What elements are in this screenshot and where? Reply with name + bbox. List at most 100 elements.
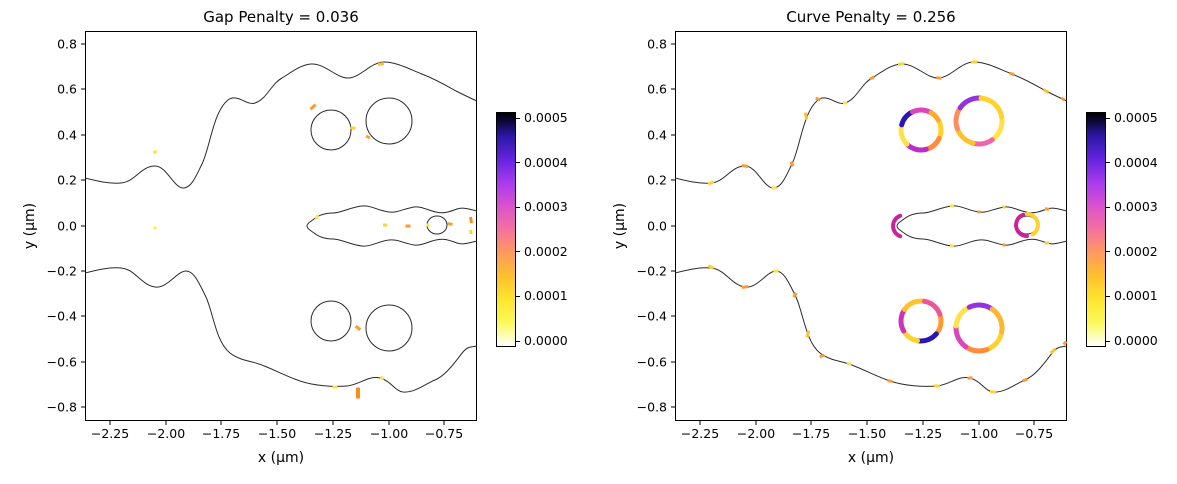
penalty-spot bbox=[1009, 71, 1015, 77]
penalty-ring-segment bbox=[898, 122, 910, 147]
penalty-spot bbox=[989, 390, 997, 394]
colorbar-tick-label: 0.0000 bbox=[524, 333, 568, 348]
gap-penalty-axes: −2.25 −2.00 −1.75 −1.50 −1.25 −1.00 −0.75 0.8 0.… bbox=[47, 31, 477, 441]
penalty-ring-segment bbox=[978, 95, 1005, 120]
colorbar-tick-mark bbox=[1106, 206, 1110, 208]
gap-penalty-x-axis-label: x (μm) bbox=[257, 450, 305, 466]
y-tick-label: 0.6 bbox=[647, 82, 667, 97]
gap-penalty-colorbar: 0.0000 0.0001 0.0002 0.0003 0.0004 0.0005 bbox=[496, 110, 568, 348]
colorbar-tick-mark bbox=[516, 295, 520, 297]
y-tick-label: −0.4 bbox=[47, 309, 77, 324]
colorbar-tick-mark bbox=[1106, 117, 1110, 119]
colorbar-tick-mark bbox=[516, 251, 520, 253]
penalty-spot bbox=[897, 62, 905, 66]
x-tick-label: −2.00 bbox=[147, 426, 185, 441]
penalty-spot bbox=[309, 103, 317, 111]
colorbar-gradient bbox=[1086, 112, 1106, 347]
curve-penalty-axes: −2.25 −2.00 −1.75 −1.50 −1.25 −1.00 −0.75 0.8 0.… bbox=[637, 31, 1067, 441]
top-boundary bbox=[675, 61, 1067, 189]
colorbar-gradient bbox=[496, 112, 516, 347]
penalty-ring-segment bbox=[935, 117, 944, 141]
penalty-ring-segment bbox=[953, 105, 963, 132]
colorbar-tick-label: 0.0003 bbox=[524, 199, 568, 215]
y-tick-label: 0.2 bbox=[647, 173, 667, 188]
colorbar-tick-label: 0.0003 bbox=[1114, 199, 1158, 215]
colorbar-tick-mark bbox=[1106, 295, 1110, 297]
penalty-ring-segment bbox=[928, 110, 941, 123]
penalty-spot bbox=[365, 134, 371, 140]
penalty-spot bbox=[805, 330, 811, 338]
penalty-spot bbox=[1060, 96, 1066, 102]
penalty-spot bbox=[1022, 377, 1028, 383]
hole-circle bbox=[365, 97, 413, 145]
colorbar-tick-label: 0.0004 bbox=[1114, 154, 1158, 170]
penalty-spot bbox=[819, 353, 825, 359]
penalty-ring-segment bbox=[904, 141, 929, 153]
bottom-boundary bbox=[85, 267, 477, 393]
island-ellipse bbox=[426, 215, 448, 235]
plot-area bbox=[85, 61, 477, 399]
penalty-spot bbox=[314, 214, 320, 220]
y-tick-label: −0.6 bbox=[637, 355, 667, 370]
penalty-spot bbox=[741, 164, 749, 168]
hole-circle bbox=[310, 300, 352, 342]
y-tick-label: 0.0 bbox=[57, 219, 77, 234]
penalty-spot bbox=[936, 76, 942, 80]
penalty-ring-segment bbox=[966, 302, 995, 312]
x-tick-label: −1.75 bbox=[202, 426, 240, 441]
penalty-ring-segment bbox=[989, 306, 1005, 335]
colorbar-tick-label: 0.0005 bbox=[524, 110, 568, 125]
center-channel bbox=[896, 205, 1067, 247]
penalty-ring-segment bbox=[957, 95, 984, 111]
y-tick-label: 0.4 bbox=[647, 128, 667, 143]
penalty-ring-segment bbox=[984, 329, 1005, 353]
penalty-spot bbox=[789, 161, 795, 167]
colorbar-tick-mark bbox=[516, 206, 520, 208]
y-tick-label: −0.2 bbox=[47, 264, 77, 279]
colorbar-tick-label: 0.0002 bbox=[1114, 243, 1158, 259]
y-tick-label: −0.4 bbox=[637, 309, 667, 324]
penalty-ring-segment bbox=[891, 213, 903, 239]
curve-penalty-colorbar: 0.0000 0.0001 0.0002 0.0003 0.0004 0.0005 bbox=[1086, 110, 1158, 348]
penalty-ring-segment bbox=[1025, 212, 1040, 237]
penalty-spot bbox=[707, 180, 715, 186]
penalty-spot bbox=[967, 376, 973, 380]
center-channel bbox=[306, 205, 477, 247]
penalty-ring-segment bbox=[970, 137, 995, 147]
x-tick-label: −1.00 bbox=[370, 426, 408, 441]
colorbar-tick-mark bbox=[1106, 162, 1110, 164]
y-tick-label: 0.6 bbox=[57, 82, 77, 97]
curve-penalty-y-axis-label: y (μm) bbox=[612, 202, 628, 250]
curve-penalty-title: Curve Penalty = 0.256 bbox=[786, 8, 956, 26]
x-tick-label: −1.25 bbox=[314, 426, 352, 441]
penalty-ring-segment bbox=[910, 107, 934, 116]
penalty-spot bbox=[1044, 241, 1050, 245]
penalty-ring-segment bbox=[953, 304, 972, 329]
penalty-spot bbox=[377, 62, 385, 66]
x-tick-label: −2.25 bbox=[681, 426, 719, 441]
x-tick-label: −1.75 bbox=[792, 426, 830, 441]
y-tick-label: 0.2 bbox=[57, 173, 77, 188]
y-tick-label: −0.8 bbox=[47, 400, 77, 415]
penalty-ring-segment bbox=[954, 126, 976, 146]
y-tick-label: −0.8 bbox=[637, 400, 667, 415]
y-tick-label: −0.6 bbox=[47, 355, 77, 370]
penalty-spot bbox=[469, 216, 473, 224]
plot-area bbox=[675, 60, 1067, 394]
bottom-boundary bbox=[675, 267, 1067, 393]
penalty-ring-segment bbox=[963, 344, 990, 354]
penalty-spot bbox=[803, 112, 809, 120]
penalty-spot bbox=[792, 292, 798, 298]
colorbar-tick-label: 0.0001 bbox=[524, 288, 568, 304]
colorbar-tick-mark bbox=[516, 340, 520, 342]
penalty-ring-segment bbox=[915, 331, 939, 344]
colorbar-tick-label: 0.0005 bbox=[1114, 110, 1158, 125]
x-tick-label: −1.00 bbox=[960, 426, 998, 441]
penalty-spot bbox=[869, 75, 875, 81]
penalty-spot bbox=[379, 375, 385, 381]
colorbar-tick-mark bbox=[516, 117, 520, 119]
penalty-spot bbox=[846, 362, 852, 366]
y-tick-label: 0.8 bbox=[57, 37, 77, 52]
y-tick-label: 0.8 bbox=[647, 37, 667, 52]
